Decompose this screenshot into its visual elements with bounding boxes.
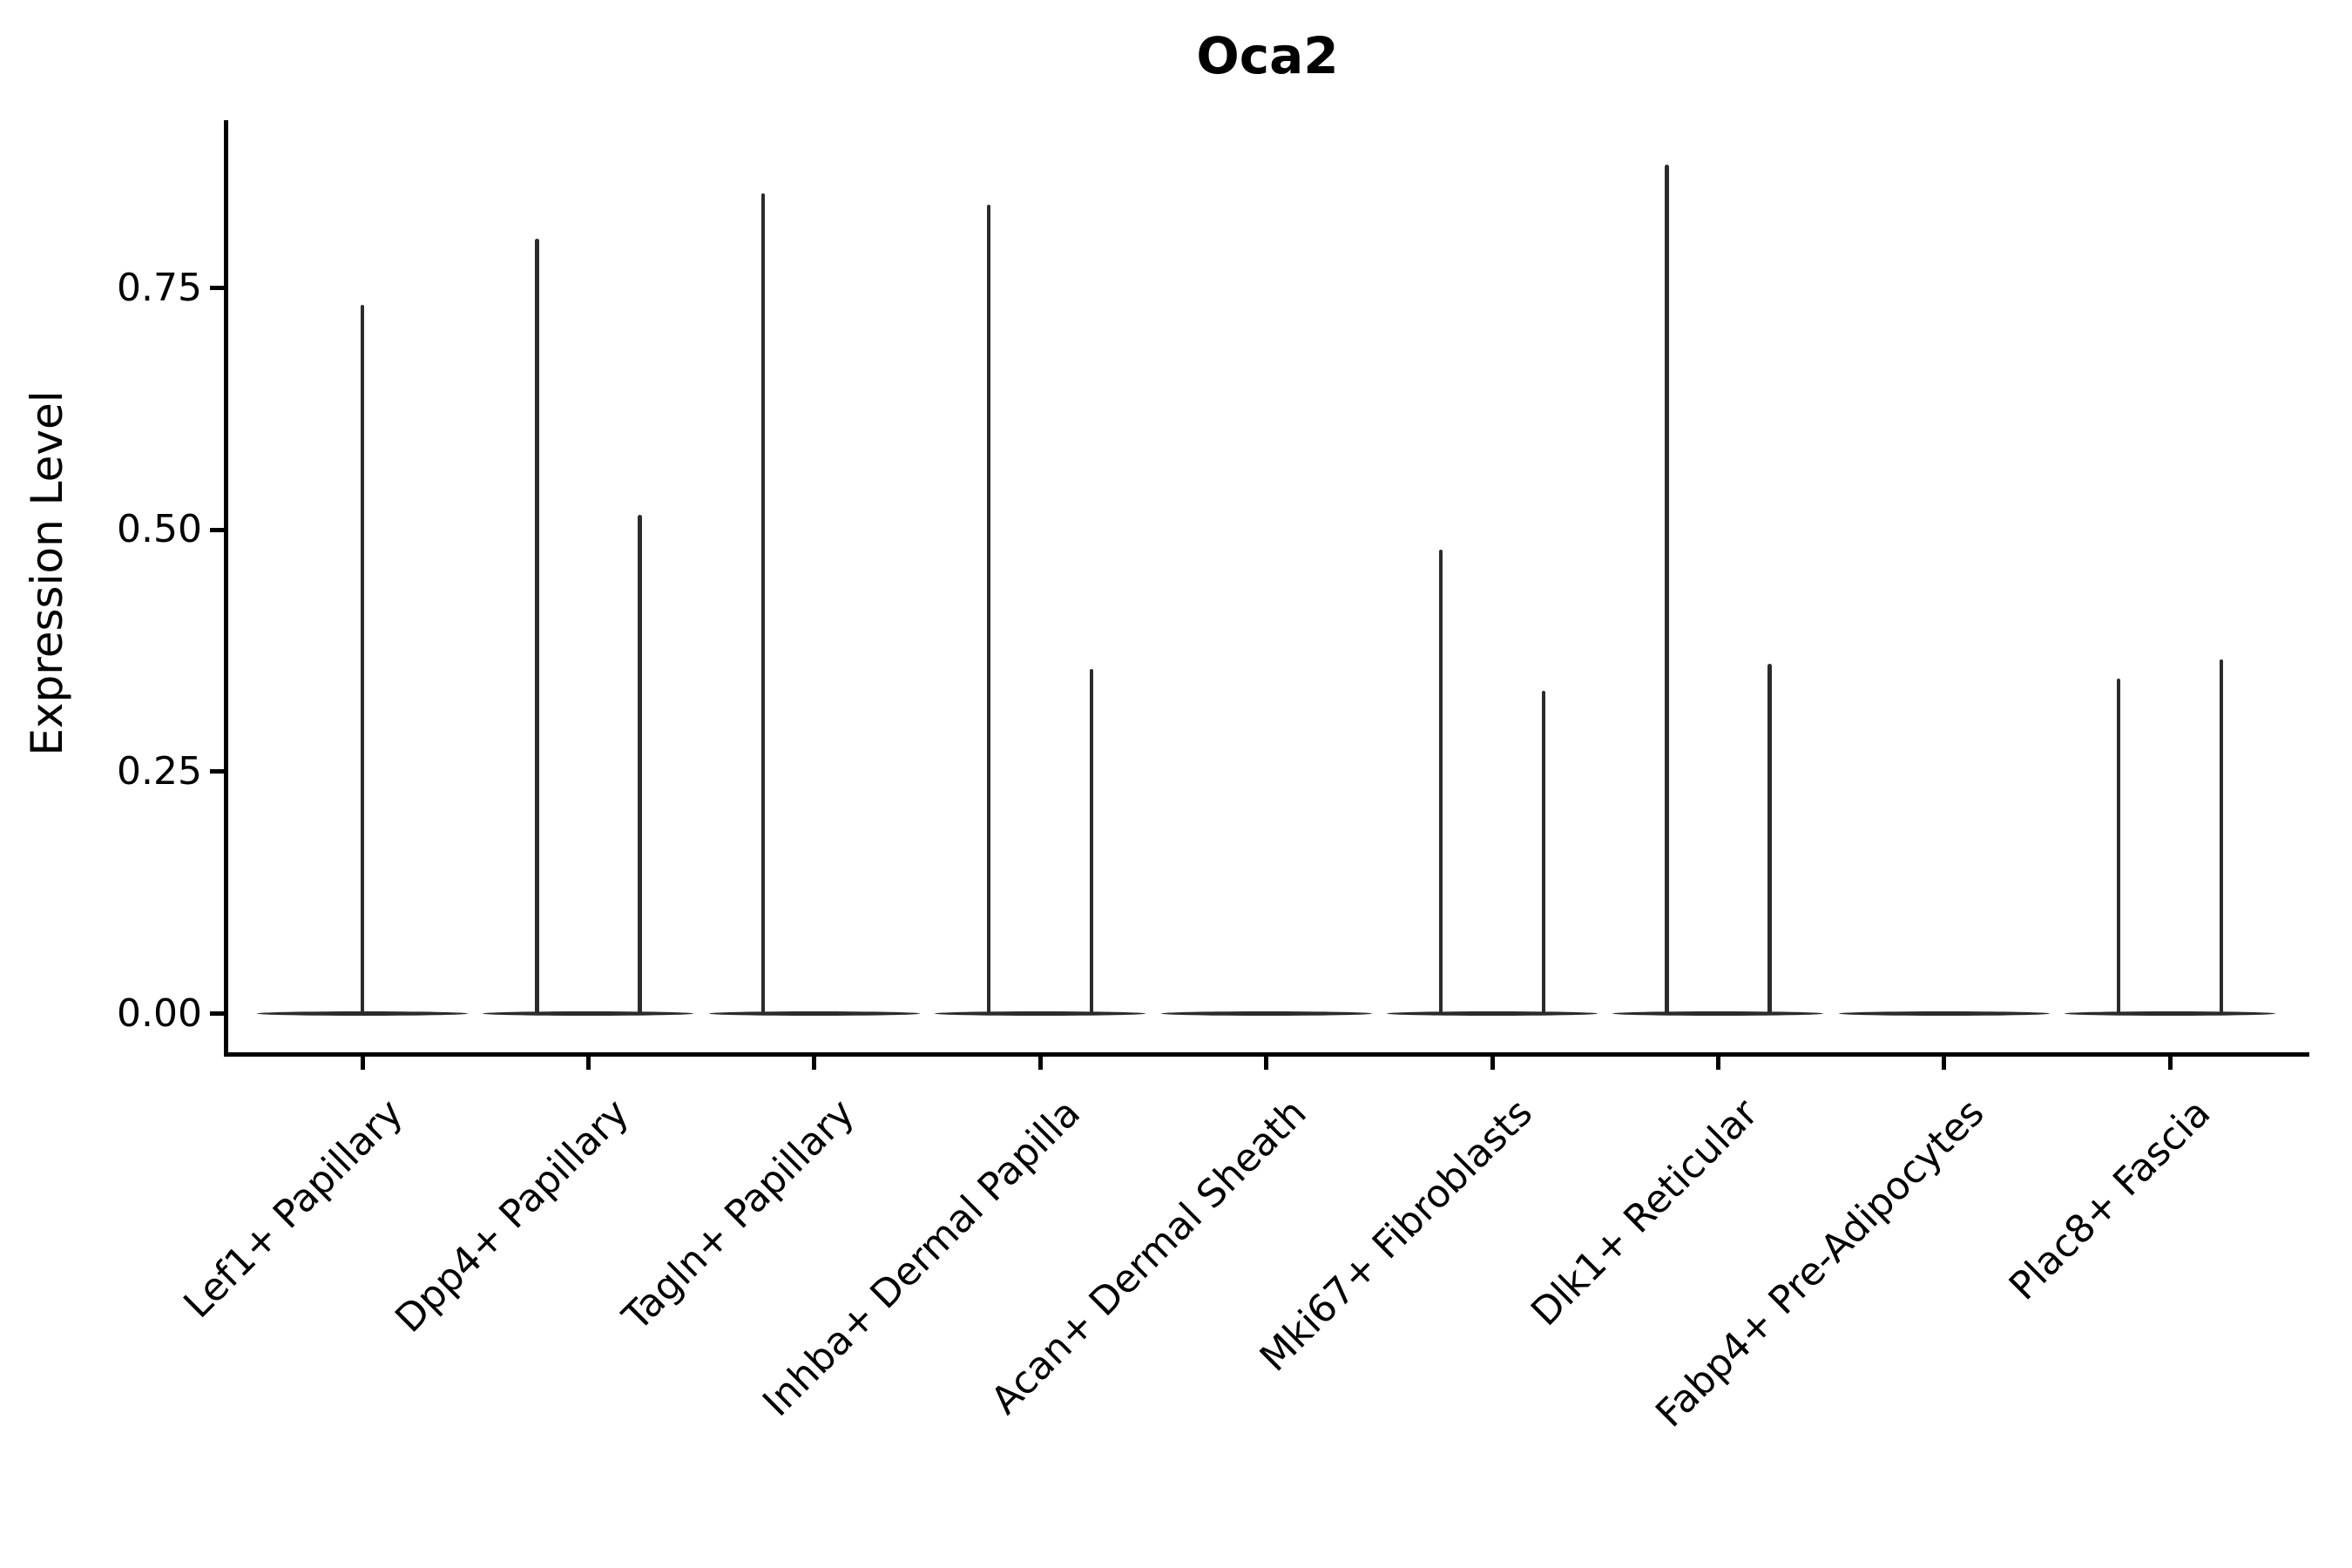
violin-spike	[1665, 164, 1669, 1014]
violin-base	[1838, 1011, 2050, 1016]
y-tick-label: 0.00	[117, 990, 202, 1036]
violin-base	[483, 1011, 694, 1016]
violin-spike	[1438, 549, 1443, 1014]
violin-spike	[535, 239, 539, 1014]
violin-spike	[1089, 669, 1094, 1014]
y-tick	[210, 527, 225, 532]
violin-base	[1160, 1011, 1372, 1016]
x-tick	[360, 1057, 365, 1070]
violin-spike	[638, 514, 642, 1014]
y-tick-label: 0.25	[117, 748, 202, 794]
violin-spike	[360, 304, 365, 1014]
violin-spike	[2219, 659, 2224, 1014]
x-tick-label: Plac8+ Fascia	[2000, 1091, 2220, 1309]
violin-base	[2065, 1011, 2276, 1016]
violin-spike	[1541, 690, 1546, 1014]
y-axis-line	[224, 120, 228, 1057]
x-tick-label: Dpp4+ Papillary	[386, 1091, 638, 1342]
x-tick	[1942, 1057, 1947, 1070]
violin-base	[708, 1011, 920, 1016]
x-tick	[1264, 1057, 1269, 1070]
violin-base	[257, 1011, 468, 1016]
y-tick-label: 0.50	[117, 507, 202, 552]
x-tick	[1715, 1057, 1720, 1070]
x-tick	[2167, 1057, 2173, 1070]
violin-base	[1612, 1011, 1824, 1016]
y-tick	[210, 1011, 225, 1016]
x-tick	[1037, 1057, 1043, 1070]
violin-spike	[986, 205, 991, 1014]
x-tick	[1490, 1057, 1495, 1070]
violin-base	[935, 1011, 1146, 1016]
x-tick	[812, 1057, 817, 1070]
y-tick	[210, 286, 225, 291]
x-axis-line	[224, 1052, 2309, 1057]
violin-spike	[1767, 663, 1772, 1014]
y-tick	[210, 769, 225, 774]
x-tick	[585, 1057, 591, 1070]
violin-spike	[760, 193, 766, 1014]
page-title: Oca2	[1196, 26, 1339, 85]
x-tick-label: Tagln+ Papillary	[614, 1091, 863, 1340]
violin-base	[1387, 1011, 1598, 1016]
y-tick-label: 0.75	[117, 265, 202, 310]
violin-spike	[2116, 679, 2121, 1014]
x-tick-label: Lef1+ Papillary	[174, 1091, 412, 1328]
x-tick-label: Dlk1+ Reticular	[1523, 1091, 1767, 1335]
